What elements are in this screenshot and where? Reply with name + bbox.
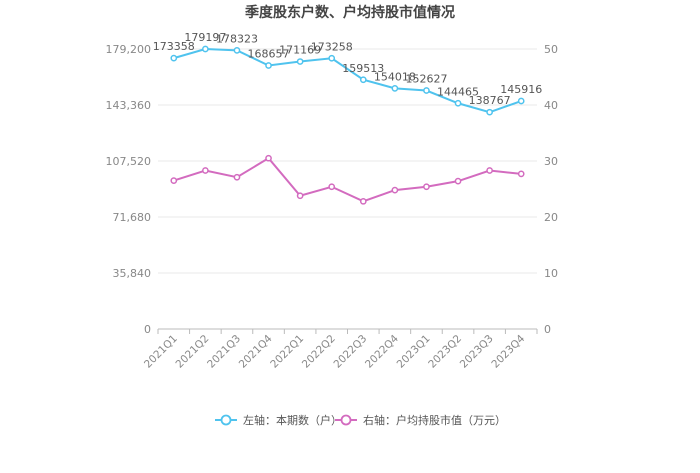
x-tick-label: 2021Q1 — [142, 333, 180, 371]
y-right-tick-label: 30 — [544, 155, 558, 168]
y-left-tick-label: 179,200 — [106, 43, 152, 56]
y-right-tick-label: 50 — [544, 43, 558, 56]
x-tick-label: 2023Q1 — [395, 333, 433, 371]
data-label: 171169 — [279, 44, 321, 57]
data-point-1 — [170, 54, 178, 62]
data-point-1 — [454, 99, 462, 107]
data-label: 144465 — [437, 85, 479, 98]
x-tick-label: 2021Q3 — [205, 333, 243, 371]
series-line-2 — [173, 156, 522, 203]
data-point-2 — [486, 167, 493, 174]
y-right-tick-label: 40 — [544, 99, 558, 112]
data-label: 179197 — [184, 31, 226, 44]
y-left-tick-label: 143,360 — [106, 99, 152, 112]
legend-label-2: 右轴：户均持股市值（万元） — [363, 413, 506, 427]
y-left-tick-label: 35,840 — [113, 267, 152, 280]
data-point-2 — [233, 173, 241, 181]
data-point-2 — [265, 154, 272, 162]
x-tick-label: 2022Q4 — [363, 332, 401, 370]
x-tick-label: 2023Q2 — [426, 333, 464, 371]
data-point-2 — [423, 183, 430, 191]
legend-marker-2 — [340, 414, 352, 426]
chart-title: 季度股东户数、户均持股市值情况 — [245, 5, 455, 21]
data-point-2 — [202, 167, 209, 174]
data-label: 178323 — [216, 32, 258, 45]
series-line-1 — [173, 47, 522, 114]
data-label: 168657 — [248, 47, 290, 60]
data-point-1 — [265, 62, 272, 69]
x-tick-label: 2023Q3 — [458, 333, 496, 371]
y-right-tick-label: 0 — [544, 323, 551, 336]
data-label: 173258 — [311, 40, 353, 53]
legend-label-1: 左轴：本期数（户） — [243, 413, 342, 427]
data-point-1 — [486, 108, 493, 116]
data-point-2 — [517, 170, 525, 178]
data-point-1 — [233, 47, 241, 54]
data-point-1 — [202, 45, 209, 53]
data-label: 138767 — [469, 94, 511, 107]
y-left-tick-label: 0 — [144, 323, 151, 336]
data-label: 145916 — [500, 83, 542, 96]
data-point-1 — [359, 76, 367, 84]
x-tick-label: 2022Q3 — [331, 333, 369, 371]
data-label: 159513 — [342, 62, 384, 75]
data-point-1 — [296, 58, 304, 65]
x-tick-label: 2023Q4 — [489, 332, 527, 370]
data-point-2 — [296, 192, 304, 200]
x-tick-label: 2022Q2 — [300, 333, 338, 371]
data-point-1 — [391, 84, 399, 92]
data-point-2 — [391, 186, 399, 194]
data-label: 173358 — [153, 40, 195, 53]
data-label: 152627 — [405, 73, 447, 86]
data-point-1 — [517, 97, 525, 105]
data-point-2 — [454, 177, 462, 185]
data-point-2 — [170, 177, 178, 184]
x-tick-label: 2021Q2 — [174, 333, 212, 371]
data-point-1 — [423, 87, 430, 94]
data-point-2 — [359, 197, 367, 205]
data-point-1 — [328, 54, 336, 62]
legend-marker-1 — [220, 414, 232, 426]
data-label: 154018 — [374, 70, 416, 83]
x-tick-label: 2022Q1 — [268, 333, 306, 371]
x-tick-label: 2021Q4 — [237, 332, 275, 370]
y-right-tick-label: 20 — [544, 211, 558, 224]
y-right-tick-label: 10 — [544, 267, 558, 280]
y-left-tick-label: 71,680 — [113, 211, 152, 224]
y-left-tick-label: 107,520 — [106, 155, 152, 168]
data-point-2 — [328, 183, 336, 191]
